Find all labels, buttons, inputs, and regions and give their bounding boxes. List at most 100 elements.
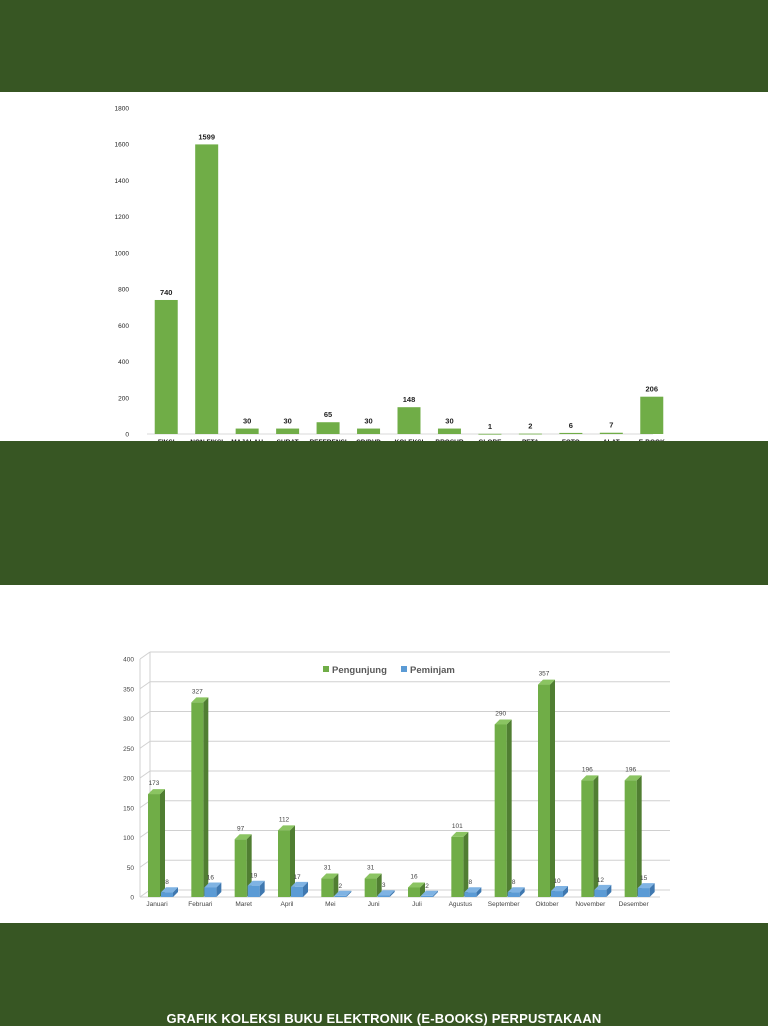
bar-pengunjung-side	[203, 697, 209, 897]
y-tick-label: 200	[118, 395, 129, 402]
bar-pengunjung	[234, 839, 247, 897]
bar-pengunjung-side	[506, 719, 512, 897]
bar-pengunjung	[148, 794, 160, 897]
bar	[518, 433, 542, 435]
y-tick-label: 100	[123, 835, 134, 842]
bar	[599, 432, 623, 434]
bar	[154, 299, 178, 434]
y-tick-label: 1200	[115, 214, 130, 221]
bar-pengunjung	[321, 878, 334, 897]
bar-peminjam	[637, 888, 650, 897]
bar-pengunjung-side	[463, 831, 469, 897]
bar	[437, 428, 461, 434]
bar	[640, 396, 664, 434]
bar-pengunjung-top	[234, 834, 252, 840]
bar-pengunjung	[581, 780, 594, 897]
bar-peminjam	[594, 889, 607, 897]
bar-peminjam-top	[204, 882, 222, 888]
bar-pengunjung-top	[278, 825, 295, 831]
data-label: 19	[250, 873, 258, 880]
legend-label: Pengunjung	[332, 665, 387, 676]
bar-pengunjung-top	[494, 719, 512, 725]
x-tick-label: April	[280, 901, 294, 908]
x-tick-label: Desember	[619, 901, 650, 908]
data-label: 16	[410, 873, 418, 880]
bar-peminjam-top	[377, 890, 395, 896]
bar-pengunjung-side	[160, 789, 165, 897]
bar-peminjam-side	[606, 884, 612, 897]
x-tick-label: Mei	[325, 901, 335, 908]
data-label: 196	[582, 766, 593, 773]
y-tick-label: 1400	[115, 178, 130, 185]
data-label: 30	[445, 417, 453, 426]
collection-bar-chart: 020040060080010001200140016001800740FIKS…	[115, 106, 666, 455]
bar	[276, 428, 300, 434]
data-label: 101	[452, 823, 463, 830]
y-tick-label: 50	[127, 865, 135, 872]
data-label: 290	[495, 710, 506, 717]
chart-panel-2: 0 50 100 150 200 250 300 350 400 Pengunjung Peminj…	[0, 585, 768, 923]
legend-swatch	[401, 666, 407, 672]
x-tick-label: Oktober	[535, 901, 559, 908]
data-label: 65	[324, 410, 332, 419]
bar-peminjam	[421, 895, 433, 897]
bar-pengunjung-side	[333, 873, 339, 897]
bar	[478, 433, 502, 435]
visitor-bar-chart: 0 50 100 150 200 250 300 350 400 Pengunjung Peminj…	[123, 651, 670, 908]
bar-pengunjung	[364, 878, 377, 897]
legend-swatch	[323, 666, 329, 672]
bar-pengunjung	[191, 702, 204, 897]
data-label: 30	[283, 417, 291, 426]
bar-pengunjung-top	[538, 679, 555, 685]
y-tick-label: 250	[123, 746, 134, 753]
bar-peminjam-top	[637, 883, 655, 889]
x-tick-label: Juni	[368, 901, 380, 908]
legend-label: Peminjam	[410, 665, 455, 676]
bar-peminjam-side	[649, 883, 655, 897]
data-label: 3	[382, 882, 386, 889]
bar-peminjam-top	[247, 880, 265, 886]
data-label: 6	[569, 421, 573, 430]
bar	[316, 422, 340, 434]
bar-pengunjung-top	[191, 697, 209, 703]
data-label: 206	[646, 385, 659, 394]
data-label: 12	[597, 877, 605, 884]
bar	[235, 428, 259, 434]
data-label: 2	[339, 883, 343, 890]
bar-peminjam-side	[433, 890, 438, 897]
data-label: 16	[207, 874, 215, 881]
bar-pengunjung	[278, 830, 290, 897]
bar-pengunjung-side	[376, 873, 382, 897]
bar-peminjam-side	[259, 880, 265, 897]
bar-peminjam-side	[389, 890, 395, 897]
bar-peminjam	[291, 886, 303, 897]
bar-pengunjung-side	[420, 882, 425, 897]
bar-peminjam-top	[551, 886, 568, 892]
x-tick-label: Januari	[146, 901, 167, 908]
bar-peminjam-side	[173, 887, 178, 897]
bar	[195, 144, 219, 435]
y-tick-label: 400	[123, 657, 134, 664]
y-tick-label: 800	[118, 287, 129, 294]
data-label: 8	[512, 879, 516, 886]
bar-peminjam-top	[291, 881, 308, 887]
bottom-band	[0, 923, 768, 1024]
bar-pengunjung-top	[408, 882, 425, 888]
bar-pengunjung-side	[246, 834, 252, 897]
footer-title: GRAFIK KOLEKSI BUKU ELEKTRONIK (E-BOOKS)…	[166, 1011, 602, 1026]
y-tick-label: 400	[118, 359, 129, 366]
x-tick-label: Juli	[412, 901, 422, 908]
y-tick-label: 300	[123, 716, 134, 723]
y-tick-label: 1800	[115, 106, 130, 113]
y-tick-label: 0	[130, 895, 134, 902]
data-label: 30	[243, 417, 251, 426]
data-label: 31	[324, 865, 332, 872]
data-label: 8	[469, 879, 473, 886]
bar-peminjam-side	[303, 881, 308, 897]
y-tick-label: 150	[123, 805, 134, 812]
bar-pengunjung-side	[550, 679, 555, 897]
bar-pengunjung-top	[321, 873, 339, 879]
data-label: 1599	[198, 132, 215, 141]
y-tick-label: 1600	[115, 142, 130, 149]
y-tick-label: 0	[125, 432, 129, 439]
